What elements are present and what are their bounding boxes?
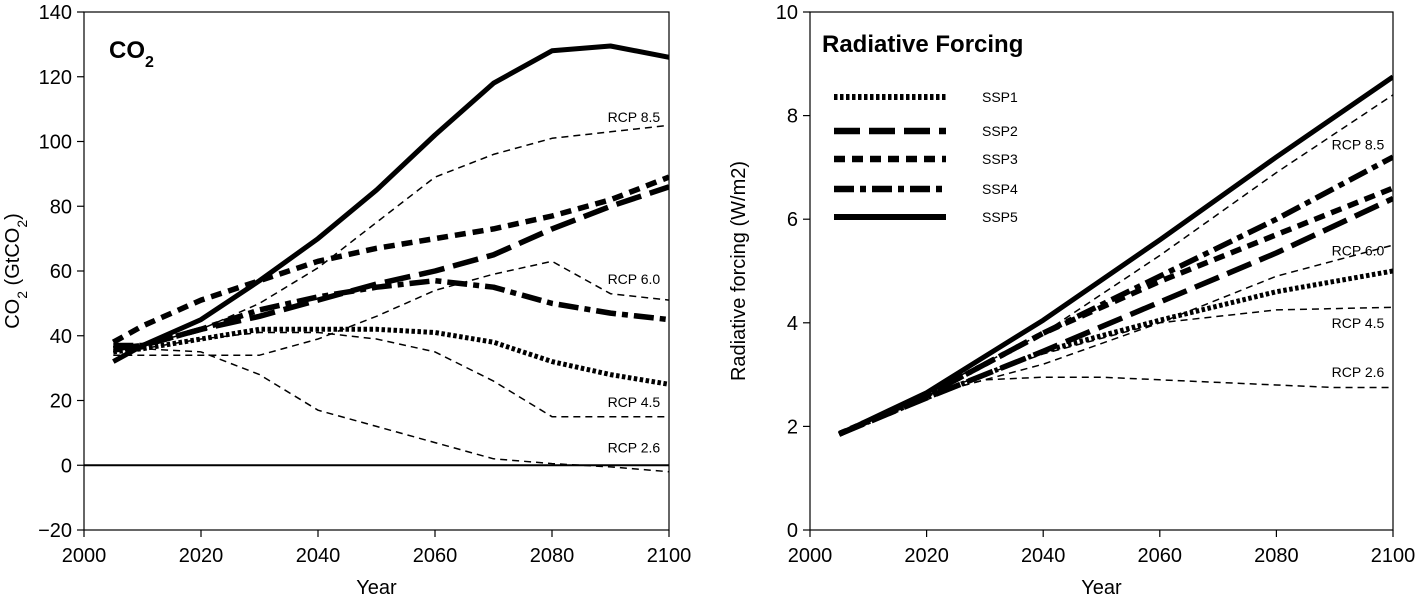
series-line-ssp2 [113,184,669,352]
x-tick-label: 2020 [904,545,949,567]
y-tick-label: 4 [787,313,798,335]
rcp-label-rcp-4-5: RCP 4.5 [608,394,661,410]
series-line-rcp-8-5 [113,124,669,353]
y-tick-label: 140 [39,2,72,24]
y-tick-label: 0 [787,520,798,542]
x-tick-label: 2100 [1371,545,1416,567]
x-axis-title: Year [1081,577,1122,599]
y-tick-label: 2 [787,416,798,438]
x-tick-label: 2060 [1138,545,1183,567]
legend-label-ssp4: SSP4 [982,181,1018,197]
x-tick-label: 2000 [788,545,833,567]
y-tick-label: −20 [38,520,72,542]
y-tick-label: 6 [787,209,798,231]
co2-panel: 2000 2020 2040 2060 2080 2100−200204060801001… [2,2,691,599]
series-line-ssp3 [111,174,669,345]
series-line-rcp-6-0 [113,260,669,356]
series-line-rcp-2-6 [113,347,669,473]
legend-label-ssp5: SSP5 [982,209,1018,225]
y-tick-label: 100 [39,132,72,154]
series-line-rcp-6-0 [838,244,1393,433]
rcp-label-rcp-8-5: RCP 8.5 [1332,136,1385,152]
legend-label-ssp1: SSP1 [982,89,1018,105]
plot-area [84,43,669,473]
x-tick-label: 2100 [647,545,692,567]
x-tick-label: 2040 [296,545,341,567]
series-line-ssp4 [113,277,669,349]
series-line-ssp5 [838,74,1393,437]
x-tick-label: 2020 [179,545,224,567]
rcp-label-rcp-6-0: RCP 6.0 [608,271,661,287]
rcp-label-rcp-6-0: RCP 6.0 [1332,242,1385,258]
rcp-label-rcp-2-6: RCP 2.6 [608,439,661,455]
y-tick-label: 10 [776,2,798,24]
plot-frame [809,11,1394,531]
radiative-forcing-panel: 2000 2020 2040 2060 2080 2100 0 2 4 6 8 10 Year Radia… [728,2,1415,599]
x-tick-label: 2060 [413,545,458,567]
x-tick-label: 2000 [62,545,107,567]
chart-title: CO2 [109,37,154,71]
x-tick-label: 2080 [530,545,575,567]
y-axis-title: Radiative forcing (W/m2) [728,161,750,381]
series-line-rcp-8-5 [838,94,1393,433]
legend: SSP1 SSP2 SSP3 SSP4 SSP5 [834,89,1018,225]
rcp-label-rcp-2-6: RCP 2.6 [1332,364,1385,380]
y-tick-label: 80 [50,196,72,218]
y-tick-label: 120 [39,67,72,89]
rcp-label-rcp-4-5: RCP 4.5 [1332,315,1385,331]
series-line-rcp-4-5 [838,306,1393,433]
legend-label-ssp2: SSP2 [982,123,1018,139]
x-tick-label: 2040 [1021,545,1066,567]
series-line-rcp-2-6 [838,376,1393,433]
legend-label-ssp3: SSP3 [982,151,1018,167]
x-tick-label: 2080 [1254,545,1299,567]
rcp-label-rcp-8-5: RCP 8.5 [608,109,661,125]
x-axis-title: Year [356,577,397,599]
series-line-rcp-4-5 [113,331,669,418]
y-tick-label: 40 [50,326,72,348]
y-tick-label: 20 [50,391,72,413]
y-tick-label: 60 [50,261,72,283]
y-tick-label: 0 [61,455,72,477]
plot-frame [83,11,670,531]
plot-area [837,74,1393,437]
y-tick-label: 8 [787,106,798,128]
series-line-ssp1 [113,326,669,387]
y-axis-title: CO2 (GtCO2) [2,213,30,329]
series-line-ssp5 [112,43,669,364]
chart-title: Radiative Forcing [822,31,1023,58]
